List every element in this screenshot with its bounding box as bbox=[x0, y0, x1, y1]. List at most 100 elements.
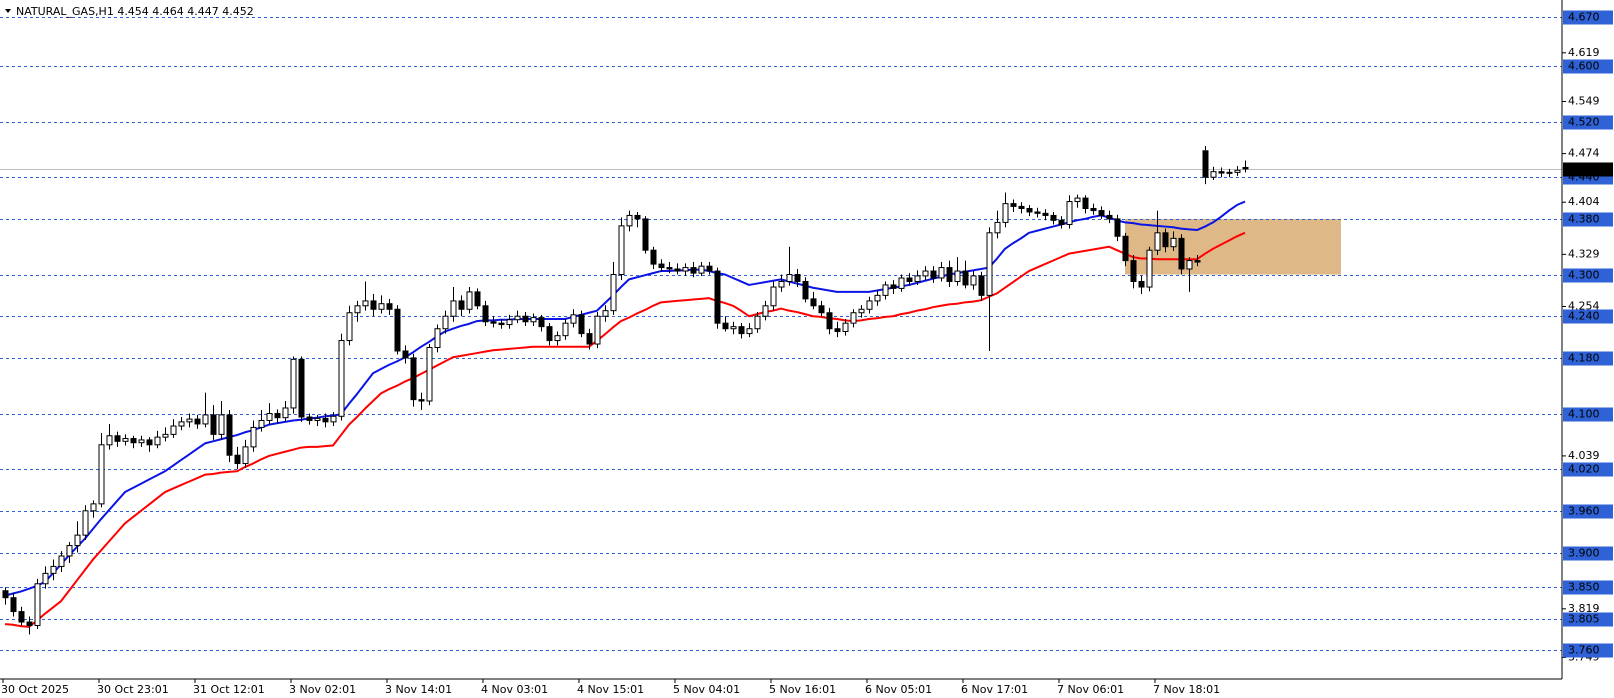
candle-body bbox=[674, 268, 681, 272]
level-label-box bbox=[1563, 10, 1613, 25]
candle-body bbox=[74, 534, 81, 547]
candle-body bbox=[234, 454, 241, 465]
candle-body bbox=[738, 326, 745, 335]
level-label: 4.300 bbox=[1568, 269, 1600, 282]
level-label-box bbox=[1563, 462, 1613, 477]
candle-body bbox=[1106, 214, 1113, 220]
candle-body bbox=[1122, 235, 1129, 262]
level-label-box bbox=[1563, 351, 1613, 366]
candle-body bbox=[418, 399, 425, 402]
candle-body bbox=[226, 414, 233, 456]
level-label-box bbox=[1563, 309, 1613, 324]
candle-body bbox=[322, 417, 329, 423]
level-label-box bbox=[1563, 212, 1613, 227]
candle-body bbox=[346, 312, 353, 342]
x-tick-label: 30 Oct 2025 bbox=[1, 683, 69, 696]
candle-body bbox=[826, 312, 833, 330]
candle-body bbox=[186, 418, 193, 423]
candle-body bbox=[242, 446, 249, 465]
moving-average-line bbox=[4, 200, 1246, 597]
candle-body bbox=[866, 300, 873, 310]
level-label-box bbox=[1563, 407, 1613, 422]
candle-body bbox=[650, 249, 657, 265]
level-label: 4.180 bbox=[1568, 352, 1600, 365]
candle-body bbox=[570, 314, 577, 324]
candle-body bbox=[618, 225, 625, 276]
y-tick-label: 4.329 bbox=[1568, 247, 1600, 260]
candle-body bbox=[754, 315, 761, 330]
candle-body bbox=[986, 232, 993, 296]
x-tick-label: 7 Nov 06:01 bbox=[1057, 683, 1124, 696]
level-label: 3.900 bbox=[1568, 547, 1600, 560]
level-label: 4.600 bbox=[1568, 60, 1600, 73]
candle-body bbox=[954, 270, 961, 282]
candle-body bbox=[26, 621, 33, 626]
candle-body bbox=[578, 314, 585, 335]
candle-body bbox=[2, 590, 9, 599]
candle-body bbox=[706, 265, 713, 272]
candle-body bbox=[842, 322, 849, 333]
level-label: 4.380 bbox=[1568, 213, 1600, 226]
candle-body bbox=[170, 425, 177, 435]
level-label: 4.020 bbox=[1568, 463, 1600, 476]
candle-body bbox=[530, 317, 537, 323]
candle-body bbox=[690, 267, 697, 274]
x-tick-label: 6 Nov 05:01 bbox=[865, 683, 932, 696]
x-tick-label: 5 Nov 04:01 bbox=[673, 683, 740, 696]
candle-body bbox=[434, 328, 441, 348]
level-label-box bbox=[1563, 580, 1613, 595]
candle-body bbox=[770, 286, 777, 307]
level-label: 4.670 bbox=[1568, 11, 1600, 24]
candle-body bbox=[18, 611, 25, 623]
candle-body bbox=[610, 274, 617, 312]
candle-body bbox=[34, 583, 41, 626]
candle-body bbox=[362, 300, 369, 307]
candle-body bbox=[1186, 260, 1193, 270]
candle-body bbox=[154, 436, 161, 446]
candle-body bbox=[522, 315, 529, 323]
candle-body bbox=[658, 263, 665, 269]
ma-layer bbox=[4, 200, 1246, 628]
candle-body bbox=[82, 510, 89, 536]
candle-body bbox=[1130, 260, 1137, 282]
level-label: 3.805 bbox=[1568, 613, 1600, 626]
candle-body bbox=[482, 305, 489, 323]
candle-body bbox=[562, 322, 569, 337]
current-price-box bbox=[1563, 162, 1613, 177]
y-tick-label: 4.404 bbox=[1568, 195, 1600, 208]
x-tick-label: 3 Nov 02:01 bbox=[289, 683, 356, 696]
candle-body bbox=[1202, 150, 1209, 178]
candle-body bbox=[786, 274, 793, 282]
candle-body bbox=[218, 414, 225, 435]
candle-body bbox=[1042, 212, 1049, 216]
candle-body bbox=[722, 322, 729, 330]
level-label-box bbox=[1563, 612, 1613, 627]
candle-body bbox=[1194, 260, 1201, 263]
candle-body bbox=[1162, 232, 1169, 248]
current-price-label: 4.452 bbox=[1568, 163, 1600, 176]
candle-body bbox=[978, 275, 985, 296]
candle-body bbox=[298, 358, 305, 418]
candle-body bbox=[914, 275, 921, 282]
candle-body bbox=[290, 358, 297, 409]
zone-layer bbox=[1125, 218, 1341, 275]
candle-body bbox=[490, 321, 497, 324]
x-tick-label: 30 Oct 23:01 bbox=[97, 683, 169, 696]
y-tick-label: 4.549 bbox=[1568, 94, 1600, 107]
candle-body bbox=[666, 267, 673, 270]
candle-body bbox=[1242, 166, 1249, 170]
candle-body bbox=[58, 555, 65, 567]
candle-body bbox=[466, 291, 473, 310]
candle-body bbox=[474, 291, 481, 307]
candle-body bbox=[898, 277, 905, 289]
candle-body bbox=[746, 328, 753, 335]
candle-body bbox=[394, 308, 401, 352]
candle-body bbox=[178, 421, 185, 427]
candle-body bbox=[450, 300, 457, 317]
candle-body bbox=[386, 303, 393, 310]
candle-body bbox=[1170, 237, 1177, 248]
candle-body bbox=[1098, 210, 1105, 216]
candle-body bbox=[634, 214, 641, 220]
